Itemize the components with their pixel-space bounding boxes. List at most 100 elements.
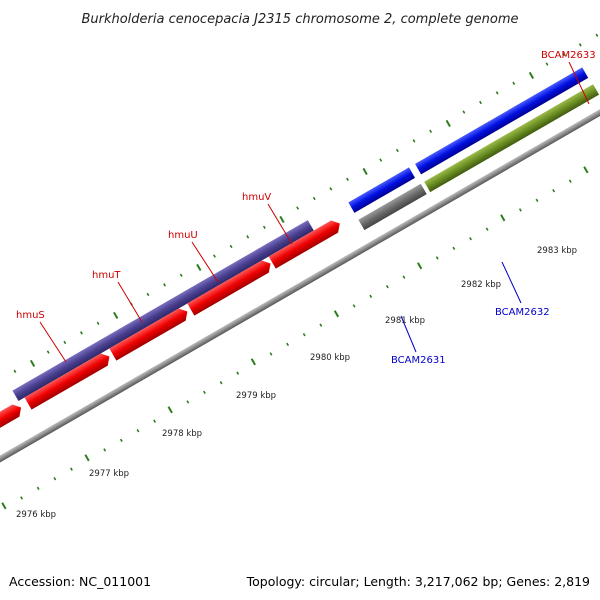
tick-mark-upper-30 [445,119,451,127]
tick-mark-lower-22 [369,294,373,299]
tick-mark-upper-7 [63,340,67,345]
tick-mark-upper-19 [262,225,266,229]
tick-mark-lower-24 [402,275,406,279]
linear-track [0,33,600,510]
kbp-label-2976: 2976 kbp [16,510,56,520]
tick-mark-upper-27 [395,148,399,153]
tick-mark-lower-14 [236,371,240,375]
topology-summary: Topology: circular; Length: 3,217,062 bp… [246,574,590,589]
tick-mark-lower-12 [203,390,206,395]
chromosome-backbone [0,97,600,471]
tick-mark-lower-1 [20,496,23,500]
tick-mark-lower-23 [385,285,389,289]
tick-mark-upper-17 [229,244,233,249]
tick-mark-upper-33 [495,91,499,95]
leader-line-BCAM2631 [400,315,417,353]
tick-mark-lower-19 [319,323,323,327]
tick-mark-lower-29 [485,227,489,231]
tick-mark-lower-31 [518,208,522,212]
gene-arrow-red-3[interactable] [187,257,274,316]
tick-mark-lower-6 [103,448,107,452]
kbp-labels: 2976 kbp 2977 kbp 2978 kbp 2979 kbp 2980… [16,246,577,520]
tick-mark-upper-35 [528,71,535,79]
tick-mark-upper-24 [346,177,349,181]
tick-mark-lower-9 [153,419,157,423]
gene-arrow-blue-0[interactable] [348,167,416,213]
tick-row-upper [13,33,599,373]
gene-arrow-red-2[interactable] [109,305,190,361]
accession-text: Accession: NC_011001 [9,574,151,589]
leader-line-hmuS [39,321,67,363]
tick-mark-lower-34 [568,179,572,183]
tick-mark-lower-20 [333,310,340,318]
tick-mark-upper-12 [146,292,150,297]
tick-mark-lower-18 [302,333,306,337]
tick-mark-lower-11 [186,400,190,404]
tick-mark-upper-8 [80,331,83,335]
tick-mark-upper-21 [296,206,300,210]
leader-line-BCAM2632 [501,261,522,304]
tick-mark-upper-32 [479,100,482,105]
tick-mark-lower-16 [269,352,273,356]
gene-arrow-red-4[interactable] [268,217,344,269]
tick-mark-lower-10 [167,406,173,414]
gene-label-BCAM2632[interactable]: BCAM2632 [495,307,550,318]
kbp-label-2978: 2978 kbp [162,429,202,439]
kbp-label-2983: 2983 kbp [537,246,577,256]
tick-mark-lower-21 [352,304,356,308]
tick-mark-upper-14 [179,273,183,277]
gene-label-BCAM2631[interactable]: BCAM2631 [391,355,446,366]
tick-mark-lower-3 [53,477,57,481]
leader-line-hmuV [267,203,293,245]
tick-mark-lower-27 [452,246,456,251]
tick-mark-lower-4 [69,467,73,471]
tick-mark-lower-7 [119,438,123,443]
leader-line-BCAM2633 [568,61,590,105]
tick-mark-upper-10 [113,311,119,319]
gene-label-BCAM2633[interactable]: BCAM2633 [541,50,596,61]
leader-line-hmuT [117,281,143,323]
tick-mark-upper-31 [462,110,466,114]
tick-mark-upper-9 [96,321,100,325]
tick-mark-lower-26 [435,256,439,260]
map-title: Burkholderia cenocepacia J2315 chromosom… [81,12,518,27]
tick-mark-upper-23 [329,187,333,191]
tick-mark-upper-36 [545,62,549,66]
tick-mark-lower-35 [583,166,589,174]
tick-mark-lower-30 [500,214,506,222]
gene-arrow-blue-1[interactable] [415,67,589,175]
tick-mark-lower-17 [286,342,290,347]
tick-mark-lower-32 [535,198,539,203]
gene-label-hmuV[interactable]: hmuV [242,192,271,203]
gene-arrow-red-0[interactable] [0,401,25,446]
gene-arrow-red-1[interactable] [24,350,113,410]
kbp-label-2977: 2977 kbp [89,469,129,479]
kbp-label-2982: 2982 kbp [461,280,501,290]
gene-arrow-BCAM2631[interactable] [358,183,427,231]
tick-mark-lower-28 [469,237,472,241]
tick-mark-upper-26 [379,158,383,162]
gene-labels: hmuS hmuT hmuU hmuV BCAM2631 BCAM2632 BC… [16,50,596,366]
kbp-label-2981: 2981 kbp [385,316,425,326]
tick-mark-upper-18 [246,235,250,239]
tick-mark-lower-13 [219,381,223,385]
gene-label-hmuU[interactable]: hmuU [168,230,198,241]
gene-arrow-BCAM2632[interactable] [424,84,600,193]
tick-mark-upper-39 [595,33,599,37]
tick-mark-upper-28 [412,139,416,143]
tick-mark-lower-0 [1,502,7,510]
tick-mark-upper-37 [562,52,566,57]
leader-line-hmuU [191,241,219,283]
kbp-label-2979: 2979 kbp [236,391,276,401]
gene-arrow-hmuS[interactable] [12,220,314,401]
tick-mark-upper-16 [213,254,216,258]
gene-label-hmuT[interactable]: hmuT [92,270,121,281]
tick-mark-lower-25 [417,262,423,270]
tick-mark-upper-20 [279,215,285,223]
tick-mark-lower-15 [250,358,256,366]
gene-label-hmuS[interactable]: hmuS [16,310,45,321]
tick-mark-upper-5 [29,359,36,367]
tick-row-lower [1,166,589,510]
tick-mark-upper-22 [312,196,316,201]
